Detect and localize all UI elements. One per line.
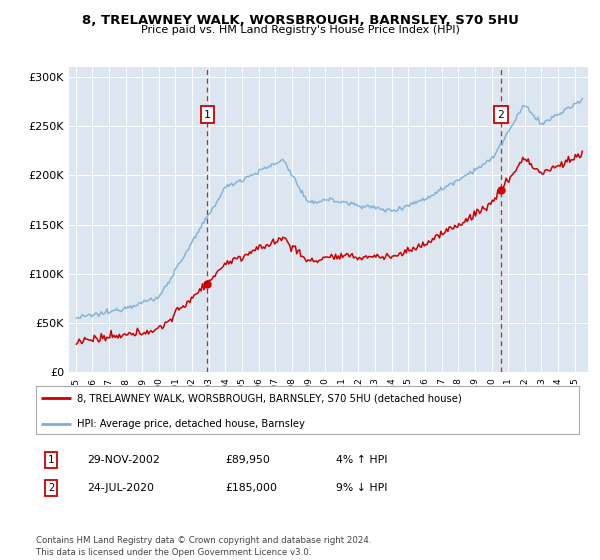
Text: 2: 2 bbox=[48, 483, 54, 493]
Text: £185,000: £185,000 bbox=[225, 483, 277, 493]
Text: 1: 1 bbox=[48, 455, 54, 465]
Text: 8, TRELAWNEY WALK, WORSBROUGH, BARNSLEY, S70 5HU: 8, TRELAWNEY WALK, WORSBROUGH, BARNSLEY,… bbox=[82, 14, 518, 27]
Text: £89,950: £89,950 bbox=[225, 455, 270, 465]
Text: 4% ↑ HPI: 4% ↑ HPI bbox=[336, 455, 388, 465]
Text: 2: 2 bbox=[497, 110, 504, 119]
Text: Contains HM Land Registry data © Crown copyright and database right 2024.
This d: Contains HM Land Registry data © Crown c… bbox=[36, 536, 371, 557]
Text: 9% ↓ HPI: 9% ↓ HPI bbox=[336, 483, 388, 493]
Text: 29-NOV-2002: 29-NOV-2002 bbox=[87, 455, 160, 465]
Text: 1: 1 bbox=[204, 110, 211, 119]
Text: Price paid vs. HM Land Registry's House Price Index (HPI): Price paid vs. HM Land Registry's House … bbox=[140, 25, 460, 35]
Text: 24-JUL-2020: 24-JUL-2020 bbox=[87, 483, 154, 493]
Text: HPI: Average price, detached house, Barnsley: HPI: Average price, detached house, Barn… bbox=[77, 418, 305, 428]
Text: 8, TRELAWNEY WALK, WORSBROUGH, BARNSLEY, S70 5HU (detached house): 8, TRELAWNEY WALK, WORSBROUGH, BARNSLEY,… bbox=[77, 393, 461, 403]
